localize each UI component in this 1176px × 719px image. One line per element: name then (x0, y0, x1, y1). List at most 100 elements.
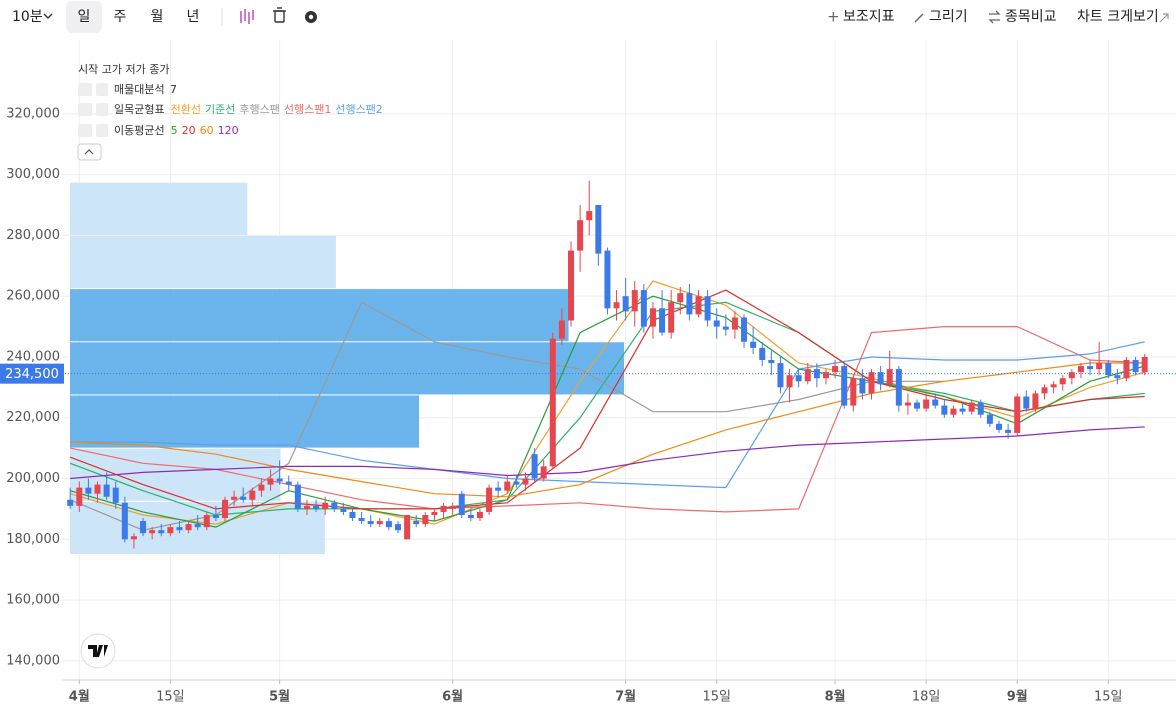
candle-body (285, 481, 292, 485)
x-tick-label: 7월 (615, 689, 636, 705)
period-button[interactable]: 주 (114, 9, 127, 25)
candle-body (704, 296, 711, 321)
x-tick-label: 6월 (442, 689, 463, 705)
action-button[interactable]: 차트 크게보기 (1077, 9, 1159, 25)
candle-body (1068, 372, 1075, 379)
hide-button[interactable] (78, 83, 92, 96)
y-tick-label: 140,000 (6, 653, 60, 668)
ohlc-legend: 시작 고가 저가 종가 (78, 63, 169, 76)
candle-body (595, 205, 602, 254)
remove-button[interactable] (96, 103, 108, 116)
x-tick-label: 4월 (69, 689, 90, 705)
interval-select[interactable]: 10분 (12, 9, 43, 25)
candle-body (959, 408, 966, 412)
candle-body (112, 487, 119, 503)
candle-body (140, 521, 147, 534)
hide-button[interactable] (78, 124, 92, 137)
candle-body (750, 341, 757, 348)
y-tick-label: 320,000 (6, 106, 60, 121)
candle-body (267, 478, 274, 485)
candle-body (977, 402, 984, 415)
candle-body (349, 511, 356, 519)
candle-body (322, 502, 329, 509)
candle-body (1005, 429, 1012, 433)
legend: 시작 고가 저가 종가 매물대분석 7 일목균형표 이동평균선 전환선 기준선 후행… (77, 63, 383, 161)
profile-bar (70, 395, 420, 448)
candle-body (868, 372, 875, 394)
period-button[interactable]: 월 (151, 9, 164, 25)
candle-body (185, 524, 192, 531)
period-button[interactable]: 년 (187, 9, 200, 25)
profile-bar (70, 235, 336, 289)
collapse-button[interactable] (77, 143, 102, 161)
candle-body (440, 505, 447, 512)
legend-entry: 20 (182, 124, 196, 137)
candle-body (1023, 396, 1030, 409)
action-button[interactable]: 그리기 (929, 9, 968, 25)
candle-body (1096, 363, 1103, 370)
x-tick-label: 8월 (825, 689, 846, 705)
candle-body (1132, 360, 1139, 373)
candle-body (331, 502, 338, 509)
action-button[interactable]: 종목비교 (1005, 9, 1057, 25)
action-button[interactable]: 보조지표 (843, 9, 895, 25)
selected-bg (66, 1, 102, 33)
candle-body (668, 302, 675, 333)
y-tick-label: 280,000 (6, 228, 60, 243)
period-button[interactable]: 일 (78, 9, 91, 25)
candle-body (167, 527, 174, 534)
y-tick-label: 260,000 (6, 289, 60, 304)
candle-body (795, 375, 802, 382)
candle-body (759, 347, 766, 360)
legend-entry: 기준선 (205, 103, 235, 116)
candle-body (995, 423, 1002, 430)
candle-body (549, 338, 556, 467)
ichimoku-legend: 일목균형표 (114, 102, 165, 116)
settings-icon[interactable] (305, 11, 317, 23)
candle-body (558, 320, 565, 339)
candle-body (1105, 363, 1112, 376)
legend-row: 이동평균선 (78, 124, 165, 137)
x-tick-label: 15일 (156, 690, 185, 705)
candle-body (804, 369, 811, 382)
remove-button[interactable] (96, 124, 108, 137)
indicator-icon[interactable] (240, 9, 254, 24)
candle-body (577, 220, 584, 251)
candle-body (859, 378, 866, 394)
legend-entry: 전환선 (171, 103, 201, 116)
candle-body (513, 481, 520, 485)
candle-body (850, 378, 857, 406)
candle-body (76, 487, 83, 506)
candle-body (622, 296, 629, 312)
candle-body (276, 478, 283, 482)
candle-body (1041, 387, 1048, 394)
candle-body (413, 521, 420, 525)
candle-body (431, 511, 438, 515)
candle-body (822, 372, 829, 379)
profile-bar (70, 182, 248, 235)
x-tick-label: 9월 (1007, 689, 1028, 705)
candle-body (659, 308, 666, 333)
candle-body (404, 514, 411, 540)
legend-entry: 선행스팬2 (335, 103, 382, 116)
candle-body (231, 496, 238, 500)
legend-entry: 120 (218, 124, 239, 137)
candle-body (1032, 393, 1039, 409)
candle-body (194, 524, 201, 528)
x-tick-label: 5월 (269, 689, 290, 705)
candle-body (1141, 356, 1148, 373)
remove-button[interactable] (96, 83, 108, 96)
candle-body (950, 408, 957, 415)
legend-entry: 60 (200, 124, 214, 137)
candle-body (476, 511, 483, 519)
candle-body (713, 320, 720, 327)
legend-row: 일목균형표 (78, 102, 165, 116)
candle-body (467, 514, 474, 519)
candle-body (221, 499, 228, 519)
hide-button[interactable] (78, 103, 92, 116)
trash-icon[interactable] (273, 7, 286, 23)
y-tick-label: 220,000 (6, 410, 60, 425)
y-tick-label: 200,000 (6, 471, 60, 486)
candle-body (677, 293, 684, 303)
